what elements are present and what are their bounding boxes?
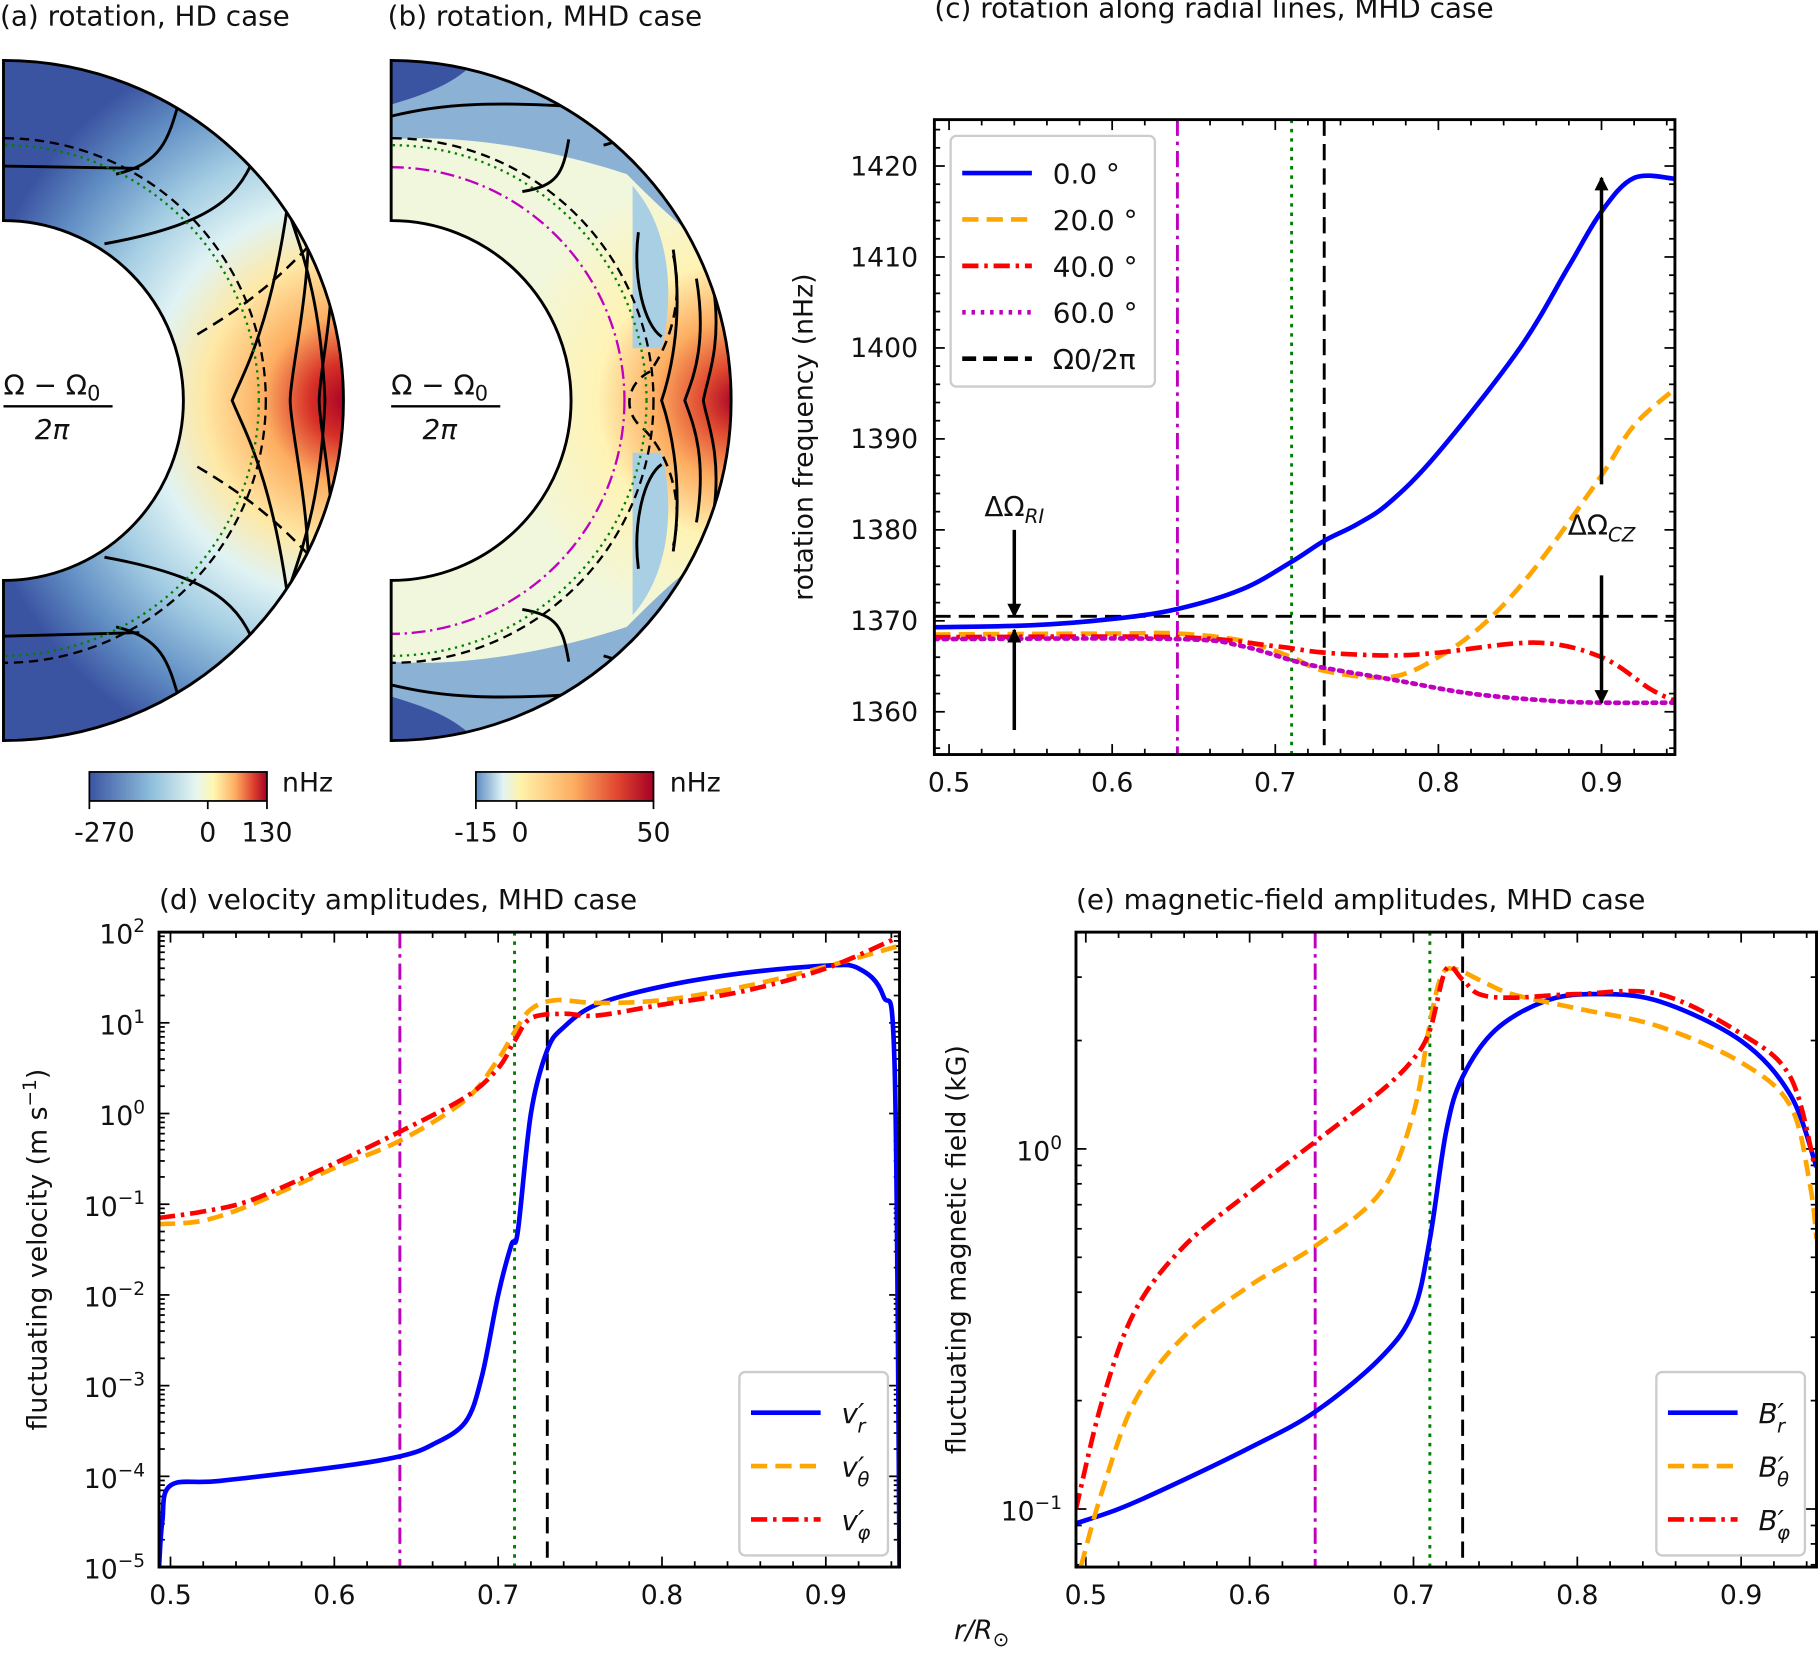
y-tick-label: 101 bbox=[99, 1007, 145, 1042]
series-line-2 bbox=[934, 634, 1675, 704]
chart-e-title: (e) magnetic-field amplitudes, MHD case bbox=[1076, 883, 1645, 916]
series-line-0 bbox=[1075, 991, 1817, 1526]
plot-area bbox=[1075, 932, 1817, 1568]
panel-b-fraction-label: Ω − Ω0 2π bbox=[391, 369, 501, 446]
y-tick-label: 10−5 bbox=[84, 1551, 145, 1586]
legend-label: B′φ bbox=[1758, 1504, 1789, 1544]
legend: 0.0 ° 20.0 ° 40.0 ° 60.0 ° Ω0/2π bbox=[949, 134, 1157, 388]
series-line-2 bbox=[1075, 964, 1817, 1510]
series-line-2 bbox=[159, 934, 900, 1221]
colorbar-b: -15 0 50 nHz bbox=[454, 768, 721, 849]
chart-d-title: (d) velocity amplitudes, MHD case bbox=[159, 883, 637, 916]
colorbar-a-tick: -270 bbox=[74, 818, 135, 849]
y-tick-label: 10−1 bbox=[84, 1188, 145, 1223]
colorbar-b-unit: nHz bbox=[670, 768, 721, 799]
x-tick-label: 0.9 bbox=[1580, 768, 1622, 799]
x-tick-label: 0.8 bbox=[1417, 768, 1459, 799]
colorbar-b-tick: 50 bbox=[636, 818, 670, 849]
x-tick-label: 0.9 bbox=[805, 1580, 847, 1611]
x-tick-label: 0.6 bbox=[1228, 1580, 1270, 1611]
y-tick-label: 1370 bbox=[850, 606, 918, 637]
series-line-1 bbox=[159, 943, 900, 1227]
x-tick-label: 0.6 bbox=[313, 1580, 355, 1611]
colorbar-a: -270 0 130 nHz bbox=[74, 768, 333, 849]
y-tick-label: 10−4 bbox=[84, 1460, 145, 1495]
axes-frame bbox=[157, 930, 902, 1569]
shared-x-axis-label: r/R⊙ bbox=[954, 1615, 1009, 1651]
chart-d: (d) velocity amplitudes, MHD case 0.5 0.6 0… bbox=[20, 883, 902, 1611]
svg-text:2π: 2π bbox=[423, 413, 459, 446]
x-tick-label: 0.9 bbox=[1720, 1580, 1762, 1611]
legend-label: v′φ bbox=[842, 1504, 871, 1544]
x-tick-label: 0.7 bbox=[1254, 768, 1296, 799]
legend-label: 60.0 ° bbox=[1053, 297, 1138, 330]
plot-area bbox=[934, 119, 1675, 755]
x-tick-label: 0.8 bbox=[1556, 1580, 1598, 1611]
panel-a-title: (a) rotation, HD case bbox=[0, 0, 290, 33]
colorbar-a-tick: 130 bbox=[241, 818, 292, 849]
legend-label: B′θ bbox=[1758, 1451, 1789, 1491]
series-line-0 bbox=[159, 962, 900, 1568]
legend-label: v′r bbox=[842, 1397, 868, 1437]
y-axis-label: fluctuating velocity (m s−1) bbox=[20, 1069, 53, 1431]
legend-label: 0.0 ° bbox=[1053, 157, 1120, 190]
annotation-label: ΔΩRI bbox=[984, 490, 1044, 528]
legend-label: 40.0 ° bbox=[1053, 250, 1138, 283]
colorbar-b-tick: -15 bbox=[454, 818, 498, 849]
y-tick-label: 102 bbox=[99, 916, 145, 951]
line-charts: (c) rotation along radial lines, MHD cas… bbox=[20, 0, 1818, 1611]
colorbar-a-tick: 0 bbox=[199, 818, 216, 849]
x-tick-label: 0.5 bbox=[928, 768, 970, 799]
x-tick-label: 0.5 bbox=[1065, 1580, 1107, 1611]
series-line-1 bbox=[934, 387, 1675, 681]
y-tick-label: 1380 bbox=[850, 515, 918, 546]
svg-text:Ω − Ω0: Ω − Ω0 bbox=[3, 369, 100, 406]
plot-area bbox=[159, 932, 900, 1568]
x-tick-label: 0.6 bbox=[1091, 768, 1133, 799]
chart-e: (e) magnetic-field amplitudes, MHD case 0… bbox=[942, 883, 1818, 1611]
legend: B′r B′θ B′φ bbox=[1655, 1370, 1807, 1557]
legend-label: B′r bbox=[1758, 1397, 1786, 1437]
x-tick-label: 0.5 bbox=[149, 1580, 191, 1611]
chart-c-title: (c) rotation along radial lines, MHD cas… bbox=[934, 0, 1493, 24]
annotation-label: ΔΩCZ bbox=[1568, 508, 1636, 546]
y-tick-label: 100 bbox=[1016, 1133, 1062, 1168]
legend-label: v′θ bbox=[842, 1451, 870, 1491]
y-tick-label: 10−2 bbox=[84, 1279, 145, 1314]
series-line-1 bbox=[1078, 966, 1817, 1568]
y-tick-label: 10−3 bbox=[84, 1370, 145, 1405]
y-tick-label: 100 bbox=[99, 1098, 145, 1133]
x-tick-label: 0.7 bbox=[477, 1580, 519, 1611]
panel-b-title: (b) rotation, MHD case bbox=[388, 0, 702, 33]
series-line-0 bbox=[934, 173, 1675, 630]
colorbar-a-unit: nHz bbox=[282, 768, 333, 799]
x-tick-label: 0.7 bbox=[1392, 1580, 1434, 1611]
legend-label: 20.0 ° bbox=[1053, 204, 1138, 237]
colorbar-b-tick: 0 bbox=[512, 818, 529, 849]
axes-frame bbox=[1074, 930, 1818, 1569]
y-tick-label: 1360 bbox=[850, 697, 918, 728]
panel-a: (a) rotation, HD case Ω − bbox=[0, 0, 346, 849]
y-axis-label: fluctuating magnetic field (kG) bbox=[942, 1045, 973, 1454]
axes-frame bbox=[932, 118, 1677, 756]
y-tick-label: 1400 bbox=[850, 333, 918, 364]
svg-text:2π: 2π bbox=[35, 413, 71, 446]
y-tick-label: 1420 bbox=[850, 151, 918, 182]
y-tick-label: 1410 bbox=[850, 242, 918, 273]
series-line-3 bbox=[934, 636, 1675, 706]
chart-c: (c) rotation along radial lines, MHD cas… bbox=[789, 0, 1677, 799]
y-axis-label: rotation frequency (nHz) bbox=[789, 273, 820, 600]
y-tick-label: 10−1 bbox=[1001, 1493, 1062, 1528]
y-tick-label: 1390 bbox=[850, 424, 918, 455]
x-tick-label: 0.8 bbox=[641, 1580, 683, 1611]
legend-label: Ω0/2π bbox=[1053, 343, 1136, 376]
panel-a-fraction-label: Ω − Ω0 2π bbox=[3, 369, 113, 446]
legend: v′r v′θ v′φ bbox=[738, 1370, 890, 1557]
svg-text:Ω − Ω0: Ω − Ω0 bbox=[391, 369, 488, 406]
